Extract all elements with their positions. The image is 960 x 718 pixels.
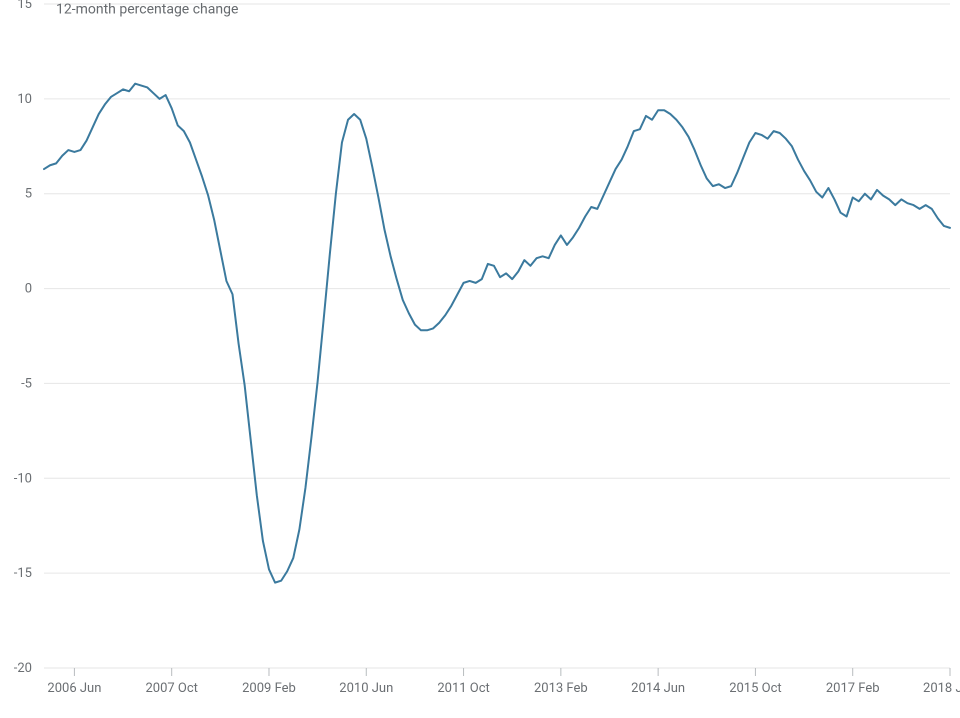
x-axis-label: 2013 Feb <box>534 681 588 696</box>
x-axis-label: 2009 Feb <box>242 681 296 696</box>
y-axis-label: 5 <box>25 187 32 202</box>
x-axis-label: 2006 Jun <box>47 681 101 696</box>
x-axis-label: 2017 Feb <box>826 681 880 696</box>
y-axis-label: -5 <box>21 376 32 391</box>
y-axis-label: -15 <box>14 566 32 581</box>
x-axis-label: 2007 Oct <box>145 681 197 696</box>
y-axis-label: 15 <box>17 0 32 12</box>
y-axis-label: 0 <box>25 282 32 297</box>
y-axis-label: -10 <box>14 471 32 486</box>
x-axis-label: 2011 Oct <box>437 681 489 696</box>
x-axis-label: 2014 Jun <box>631 681 685 696</box>
chart-subtitle: 12-month percentage change <box>56 2 238 18</box>
y-axis-label: 10 <box>17 92 32 107</box>
y-axis-label: -20 <box>14 661 32 676</box>
x-axis-label: 2010 Jun <box>339 681 393 696</box>
x-axis-label: 2015 Oct <box>729 681 781 696</box>
chart-svg: -20 -15 -10 -5 0 5 10 15 2006 Jun 2007 Oct 2009 Fe… <box>0 0 960 718</box>
line-chart: -20 -15 -10 -5 0 5 10 15 2006 Jun 2007 Oct 2009 Fe… <box>0 0 960 718</box>
x-axis-label: 2018 Jun <box>923 681 960 696</box>
data-series-line <box>44 84 950 583</box>
